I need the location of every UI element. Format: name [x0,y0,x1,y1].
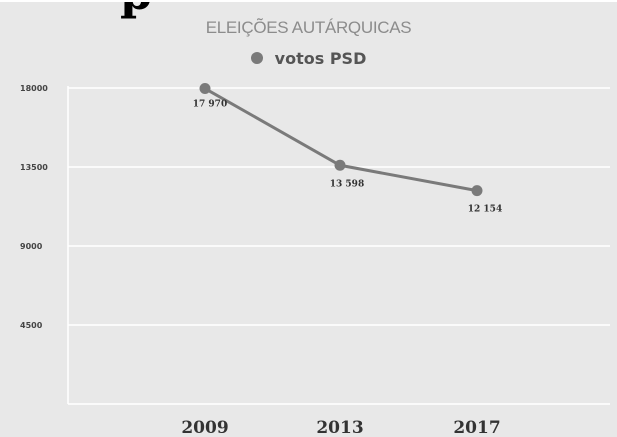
data-label: 12 154 [468,205,502,215]
data-point [199,83,211,95]
legend: votos PSD [0,49,617,68]
y-tick-label: 13500 [20,163,48,172]
x-tick-label: 2017 [453,418,500,437]
x-tick-label: 2013 [316,418,363,437]
x-tick-label: 2009 [181,418,228,437]
series-line-votos-psd [204,87,478,193]
data-point [471,185,483,197]
y-tick-label: 4500 [20,321,43,330]
chart-title: ELEIÇÕES AUTÁRQUICAS [205,18,412,37]
y-tick-label: 18000 [20,84,48,93]
cropped-heading-fragment: p [120,0,153,20]
data-label: 17 970 [193,100,227,110]
top-border [0,0,617,2]
data-label: 13 598 [330,179,364,189]
y-tick-label: 9000 [20,242,43,251]
legend-label: votos PSD [274,49,367,68]
data-point [334,159,346,171]
legend-swatch-icon [250,52,263,64]
